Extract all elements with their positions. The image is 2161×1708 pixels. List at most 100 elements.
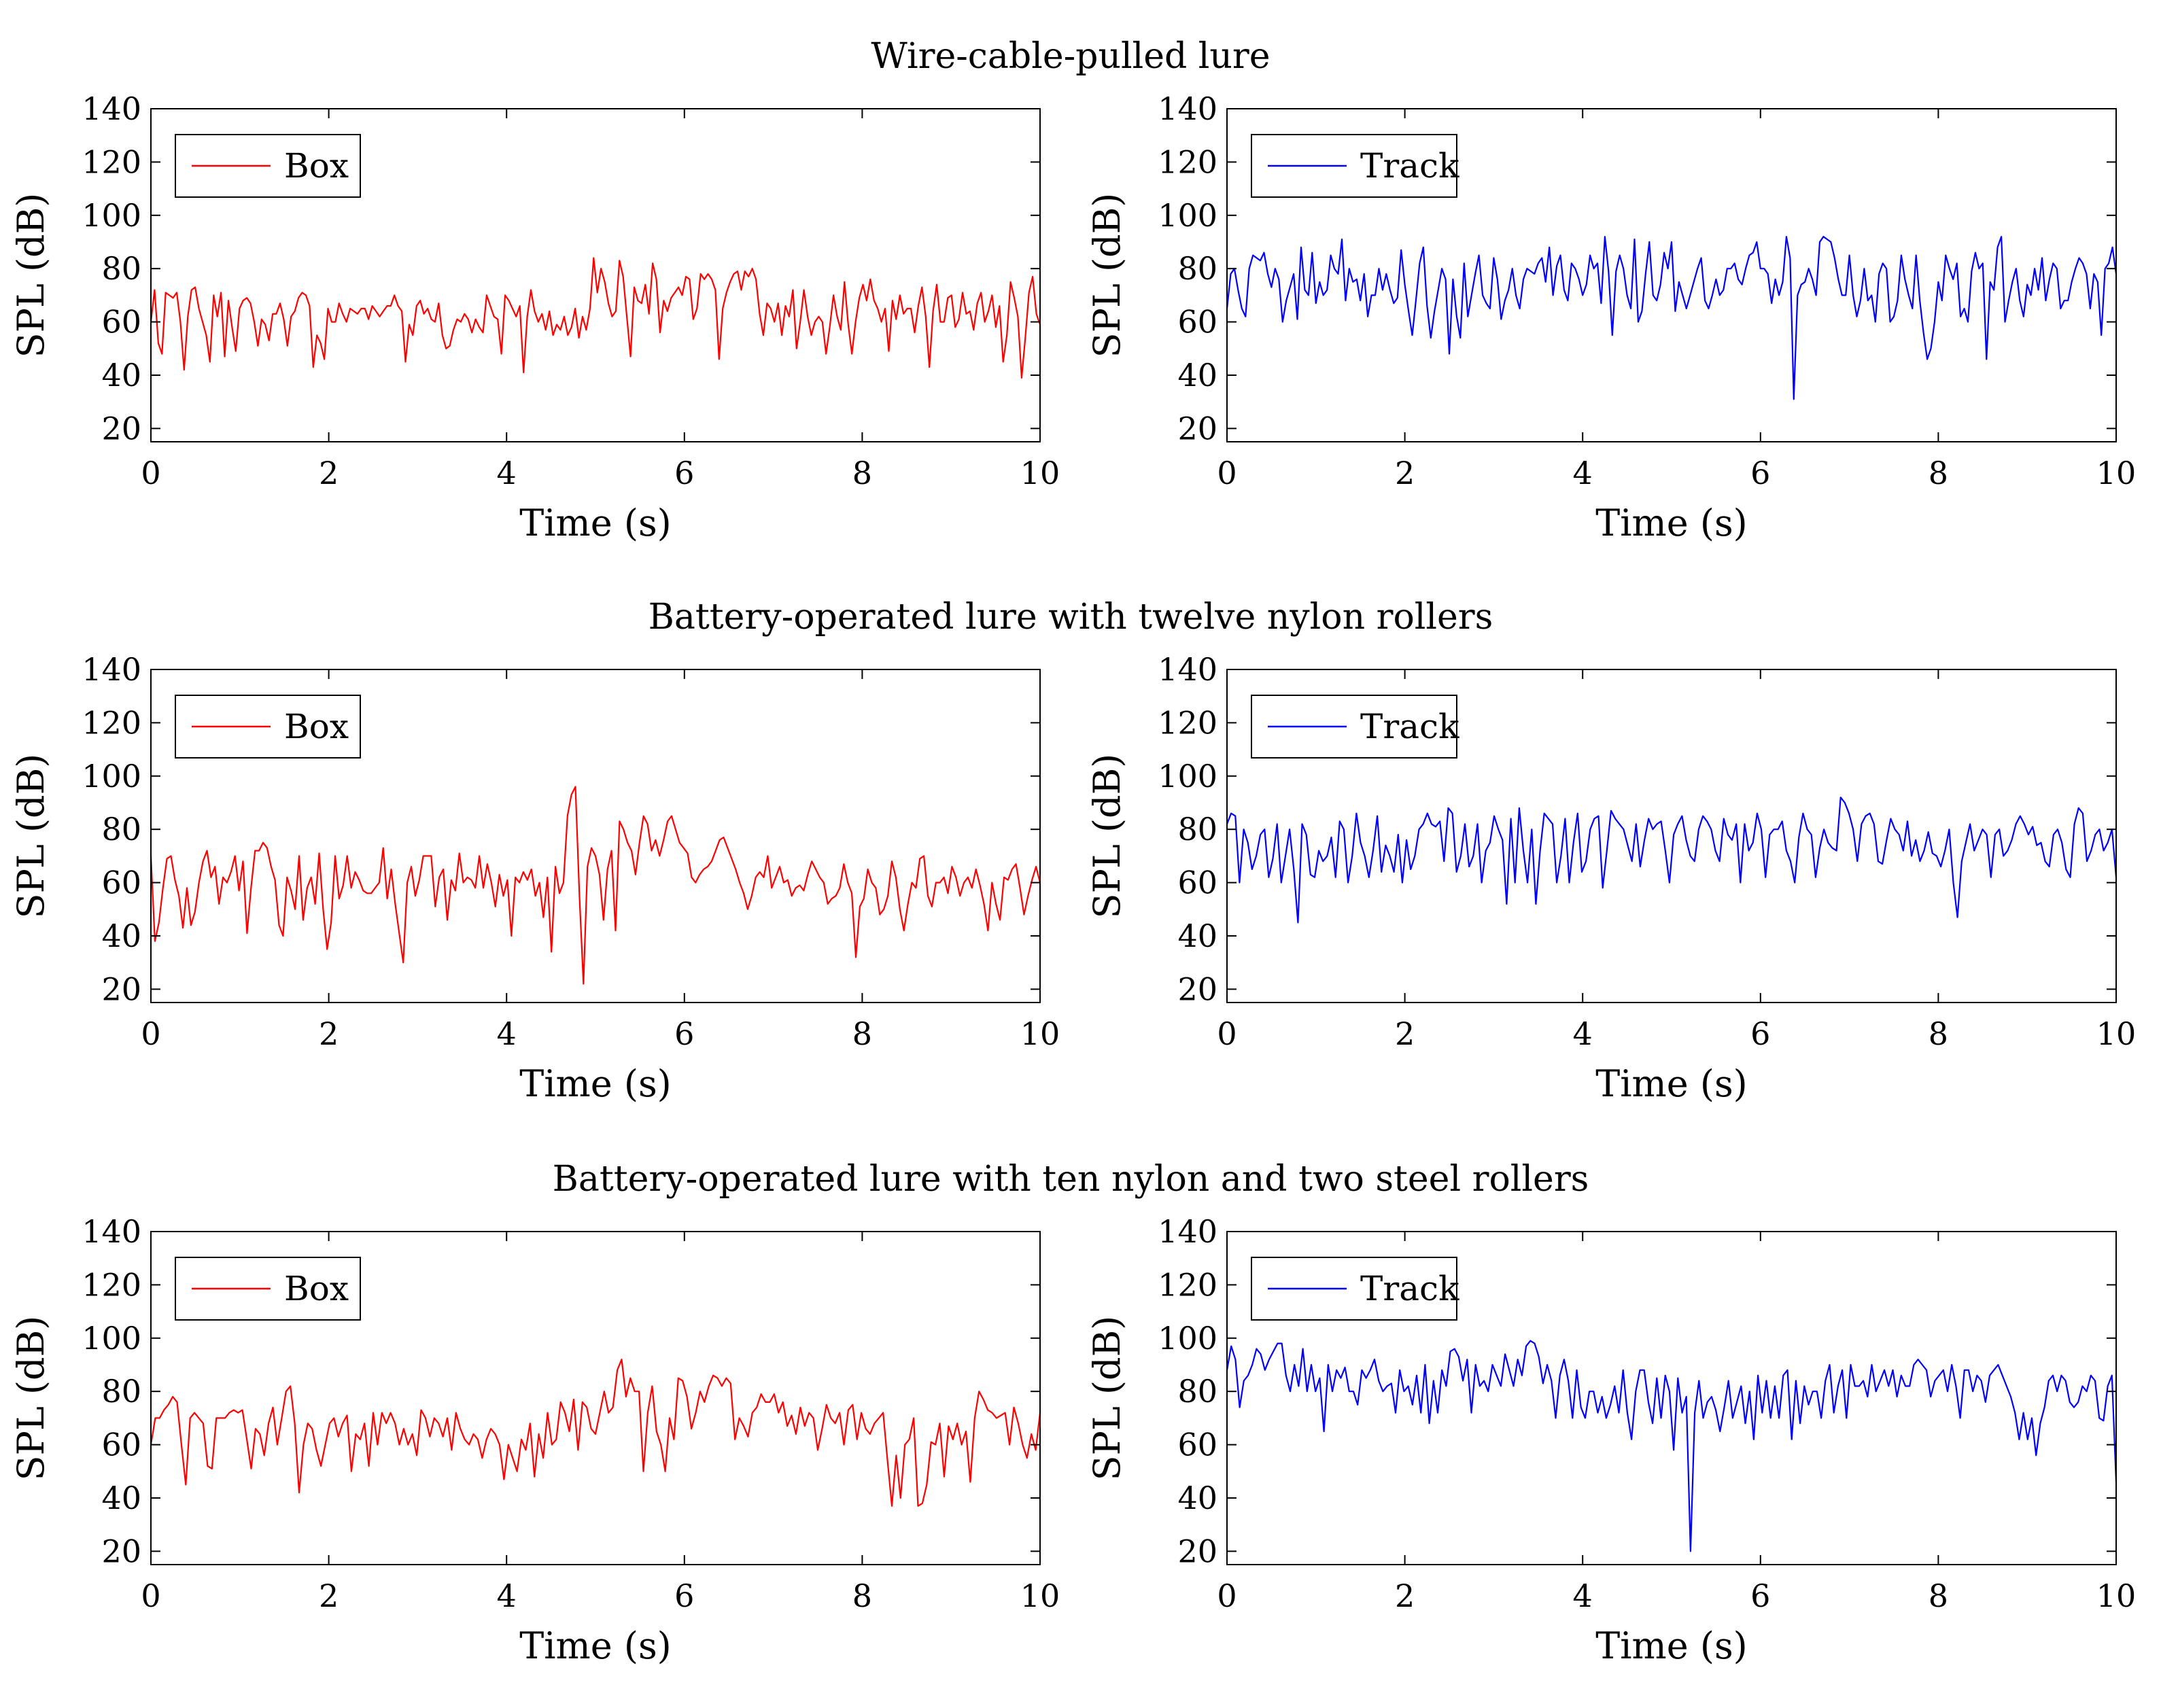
chart-1-x-axis-label: Time (s) bbox=[519, 502, 671, 544]
chart-1-x-tick-label: 2 bbox=[319, 455, 339, 491]
chart-2-legend: Track bbox=[1251, 134, 1459, 198]
chart-5-x-tick-label: 4 bbox=[497, 1578, 517, 1614]
chart-3-y-tick-label: 20 bbox=[101, 971, 141, 1007]
chart-5-legend-label: Box bbox=[284, 1269, 349, 1308]
chart-6-legend: Track bbox=[1251, 1257, 1459, 1321]
chart-2-y-tick-label: 80 bbox=[1177, 250, 1217, 287]
chart-6-y-tick-label: 100 bbox=[1158, 1320, 1217, 1357]
chart-3-x-tick-label: 10 bbox=[1020, 1015, 1060, 1052]
chart-3-x-tick-label: 0 bbox=[141, 1015, 160, 1052]
chart-4-x-tick-label: 8 bbox=[1929, 1015, 1948, 1052]
chart-4-x-tick-label: 0 bbox=[1217, 1015, 1237, 1052]
row-title-3: Battery-operated lure with ten nylon and… bbox=[553, 1159, 1589, 1200]
chart-3-series-line-box bbox=[150, 786, 1041, 985]
chart-3-y-tick-label: 140 bbox=[82, 651, 141, 688]
chart-1-y-tick-label: 20 bbox=[101, 410, 141, 447]
chart-1-y-tick-label: 100 bbox=[82, 197, 141, 234]
chart-6-x-tick-label: 4 bbox=[1573, 1578, 1593, 1614]
chart-6-y-tick-label: 40 bbox=[1177, 1480, 1217, 1516]
chart-1-y-tick-label: 140 bbox=[82, 90, 141, 127]
row-title-2: Battery-operated lure with twelve nylon … bbox=[649, 597, 1493, 638]
chart-2-y-tick-label: 140 bbox=[1158, 90, 1217, 127]
chart-1-x-tick-label: 6 bbox=[674, 455, 694, 491]
chart-1-y-tick-label: 80 bbox=[101, 250, 141, 287]
chart-2-y-tick-label: 20 bbox=[1177, 410, 1217, 447]
chart-2-y-tick-label: 60 bbox=[1177, 304, 1217, 341]
chart-6-y-tick-label: 60 bbox=[1177, 1427, 1217, 1463]
chart-3-x-tick-label: 8 bbox=[852, 1015, 872, 1052]
chart-5-y-tick-label: 40 bbox=[101, 1480, 141, 1516]
chart-3-y-axis-label: SPL (dB) bbox=[10, 754, 52, 919]
chart-1-y-axis-label: SPL (dB) bbox=[10, 193, 52, 358]
chart-5-x-tick-label: 0 bbox=[141, 1578, 160, 1614]
chart-6-y-tick-label: 80 bbox=[1177, 1373, 1217, 1410]
chart-2-plot-frame bbox=[1226, 108, 2117, 442]
chart-5-x-tick-label: 2 bbox=[319, 1578, 339, 1614]
chart-5-x-tick-label: 8 bbox=[852, 1578, 872, 1614]
chart-1-x-tick-label: 0 bbox=[141, 455, 160, 491]
chart-5-y-axis-label: SPL (dB) bbox=[10, 1316, 52, 1481]
chart-5-y-tick-label: 60 bbox=[101, 1427, 141, 1463]
chart-3-x-axis-label: Time (s) bbox=[519, 1062, 671, 1105]
chart-6-legend-label: Track bbox=[1360, 1269, 1459, 1308]
chart-6-x-tick-label: 10 bbox=[2096, 1578, 2137, 1614]
chart-4-legend-label: Track bbox=[1360, 707, 1459, 746]
chart-2-y-tick-label: 100 bbox=[1158, 197, 1217, 234]
chart-5-y-tick-label: 20 bbox=[101, 1533, 141, 1569]
chart-5-x-axis-label: Time (s) bbox=[519, 1624, 671, 1667]
chart-3-x-tick-label: 2 bbox=[319, 1015, 339, 1052]
chart-3-y-tick-label: 40 bbox=[101, 918, 141, 954]
chart-1-series-line-box bbox=[150, 257, 1041, 379]
chart-1-legend-label: Box bbox=[284, 146, 349, 186]
chart-3-y-tick-label: 60 bbox=[101, 865, 141, 901]
chart-3-plot-frame bbox=[150, 669, 1041, 1003]
chart-4-y-axis-label: SPL (dB) bbox=[1086, 754, 1128, 919]
chart-1-y-tick-label: 40 bbox=[101, 357, 141, 394]
chart-4: 0 2 4 6 8 10 20 40 60 80 100 120 140 Time (s) SPL (dB)… bbox=[1086, 651, 2136, 1105]
chart-1-x-tick-label: 4 bbox=[497, 455, 517, 491]
chart-4-y-tick-label: 40 bbox=[1177, 918, 1217, 954]
chart-5-x-tick-label: 6 bbox=[674, 1578, 694, 1614]
chart-2-x-tick-label: 4 bbox=[1573, 455, 1593, 491]
chart-2-x-tick-label: 0 bbox=[1217, 455, 1237, 491]
chart-2-y-tick-label: 40 bbox=[1177, 357, 1217, 394]
chart-1-x-tick-label: 10 bbox=[1020, 455, 1060, 491]
chart-6-x-tick-label: 2 bbox=[1395, 1578, 1415, 1614]
chart-4-y-tick-label: 20 bbox=[1177, 971, 1217, 1007]
chart-5: 0 2 4 6 8 10 20 40 60 80 100 120 140 Time (s) SPL (dB)… bbox=[10, 1213, 1060, 1667]
chart-6-x-tick-label: 8 bbox=[1929, 1578, 1948, 1614]
chart-1-legend: Box bbox=[175, 134, 361, 198]
chart-5-y-tick-label: 80 bbox=[101, 1373, 141, 1410]
chart-6-series-line-track bbox=[1226, 1340, 2117, 1552]
chart-4-y-tick-label: 100 bbox=[1158, 758, 1217, 795]
chart-4-series-line-track bbox=[1226, 797, 2117, 924]
chart-4-y-tick-label: 60 bbox=[1177, 865, 1217, 901]
chart-4-plot-frame bbox=[1226, 669, 2117, 1003]
chart-2-x-tick-label: 6 bbox=[1750, 455, 1770, 491]
chart-2-series-line-track bbox=[1226, 236, 2117, 400]
chart-2-x-tick-label: 10 bbox=[2096, 455, 2137, 491]
chart-4-x-tick-label: 4 bbox=[1573, 1015, 1593, 1052]
chart-4-y-tick-label: 140 bbox=[1158, 651, 1217, 688]
chart-3-x-tick-label: 4 bbox=[497, 1015, 517, 1052]
chart-5-x-tick-label: 10 bbox=[1020, 1578, 1060, 1614]
chart-1-plot-frame bbox=[150, 108, 1041, 442]
chart-4-y-tick-label: 80 bbox=[1177, 811, 1217, 848]
chart-4-x-axis-label: Time (s) bbox=[1595, 1062, 1747, 1105]
chart-6-x-tick-label: 0 bbox=[1217, 1578, 1237, 1614]
row-title-1: Wire-cable-pulled lure bbox=[871, 36, 1270, 77]
chart-6-y-tick-label: 120 bbox=[1158, 1266, 1217, 1303]
chart-4-x-tick-label: 10 bbox=[2096, 1015, 2137, 1052]
chart-5-legend: Box bbox=[175, 1257, 361, 1321]
chart-4-x-tick-label: 2 bbox=[1395, 1015, 1415, 1052]
chart-3-x-tick-label: 6 bbox=[674, 1015, 694, 1052]
chart-2: 0 2 4 6 8 10 20 40 60 80 100 120 140 Time (s) SPL (dB)… bbox=[1086, 90, 2136, 544]
chart-6-x-axis-label: Time (s) bbox=[1595, 1624, 1747, 1667]
chart-3-y-tick-label: 80 bbox=[101, 811, 141, 848]
chart-4-legend: Track bbox=[1251, 695, 1459, 759]
chart-5-y-tick-label: 100 bbox=[82, 1320, 141, 1357]
chart-5-y-tick-label: 140 bbox=[82, 1213, 141, 1250]
chart-1-x-tick-label: 8 bbox=[852, 455, 872, 491]
chart-6-y-axis-label: SPL (dB) bbox=[1086, 1316, 1128, 1481]
chart-3-y-tick-label: 120 bbox=[82, 704, 141, 741]
